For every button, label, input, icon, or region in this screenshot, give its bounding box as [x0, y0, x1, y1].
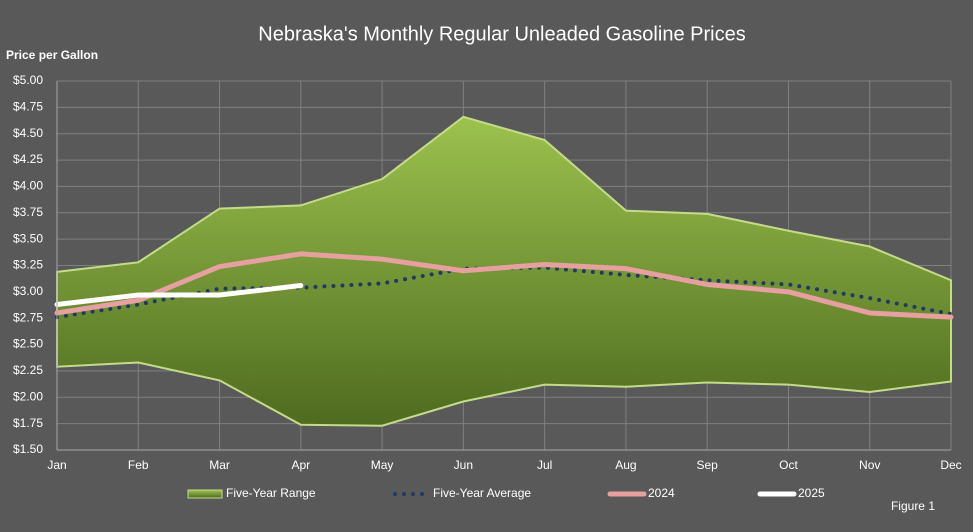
y-tick-label: $3.50: [13, 231, 43, 245]
x-tick-label: May: [371, 458, 394, 472]
y-tick-label: $4.50: [13, 126, 43, 140]
y-tick-label: $2.75: [13, 310, 43, 324]
legend-swatch: [187, 489, 223, 499]
x-tick-label: Jul: [537, 458, 552, 472]
y-tick-label: $3.75: [13, 205, 43, 219]
y-tick-label: $2.00: [13, 389, 43, 403]
chart-title: Nebraska's Monthly Regular Unleaded Gaso…: [258, 23, 745, 45]
x-tick-label: Oct: [779, 458, 798, 472]
x-tick-label: Mar: [209, 458, 230, 472]
x-tick-label: Apr: [291, 458, 310, 472]
legend-label: Five-Year Average: [433, 486, 531, 500]
x-tick-label: Aug: [615, 458, 636, 472]
x-tick-label: Jun: [454, 458, 473, 472]
y-tick-label: $2.50: [13, 337, 43, 351]
y-tick-label: $3.00: [13, 284, 43, 298]
legend-label: Five-Year Range: [226, 486, 316, 500]
y-tick-label: $1.50: [13, 442, 43, 456]
x-tick-label: Sep: [697, 458, 719, 472]
y-tick-label: $4.00: [13, 179, 43, 193]
series-line: [54, 283, 304, 308]
y-tick-label: $4.25: [13, 152, 43, 166]
y-tick-label: $4.75: [13, 100, 43, 114]
y-tick-label: $2.25: [13, 363, 43, 377]
annotation: Figure 1: [891, 499, 935, 513]
x-tick-label: Feb: [128, 458, 149, 472]
y-tick-label: $5.00: [13, 73, 43, 87]
legend-label: 2025: [798, 486, 825, 500]
legend-label: 2024: [648, 486, 675, 500]
y-tick-label: $1.75: [13, 416, 43, 430]
x-tick-label: Nov: [859, 458, 880, 472]
range-area: [56, 115, 952, 427]
x-tick-label: Dec: [940, 458, 961, 472]
series-line: [54, 251, 954, 320]
x-tick-label: Jan: [47, 458, 66, 472]
y-tick-label: $3.25: [13, 258, 43, 272]
y-axis-label: Price per Gallon: [6, 48, 98, 62]
